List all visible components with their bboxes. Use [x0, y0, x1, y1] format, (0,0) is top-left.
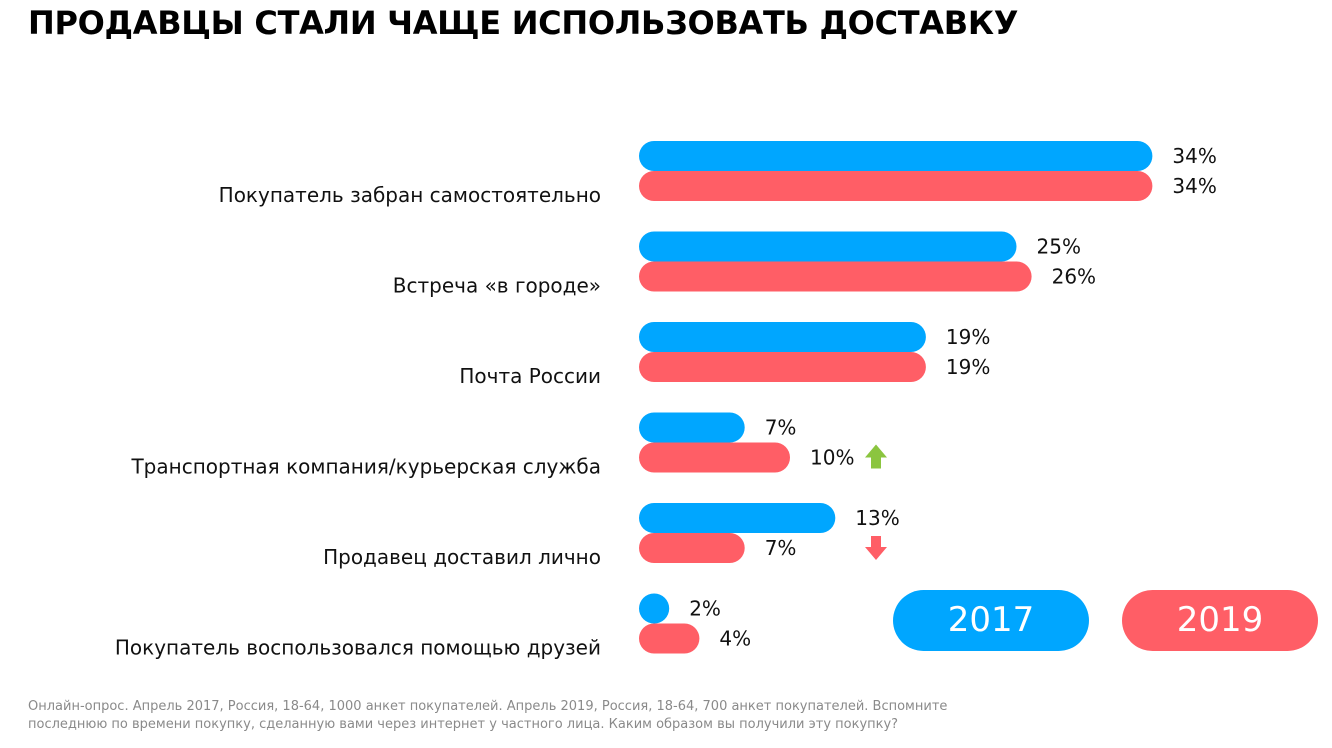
bar-2017: [639, 322, 926, 352]
data-label-2017: 7%: [765, 416, 797, 440]
category-label: Продавец доставил лично: [323, 545, 601, 569]
arrow-down-icon: [865, 536, 887, 560]
bar-2019: [639, 533, 745, 563]
data-label-2019: 34%: [1172, 174, 1216, 198]
data-label-2017: 2%: [689, 597, 721, 621]
data-label-2019: 4%: [719, 627, 751, 651]
data-label-2017: 25%: [1037, 235, 1081, 259]
bar-chart: Покупатель забран самостоятельно 34% 34% Вс…: [115, 141, 1217, 660]
category-label: Транспортная компания/курьерская служба: [130, 455, 601, 479]
chart-title: ПРОДАВЦЫ СТАЛИ ЧАЩЕ ИСПОЛЬЗОВАТЬ ДОСТАВК…: [28, 4, 1019, 42]
bar-2019: [639, 171, 1153, 201]
category-label: Покупатель забран самостоятельно: [219, 183, 601, 207]
bar-2017: [639, 412, 745, 443]
legend-2019: 2019: [1122, 590, 1318, 651]
data-label-2017: 34%: [1172, 144, 1216, 168]
bar-2019: [639, 442, 790, 473]
bar-2017: [639, 141, 1153, 171]
category-label: Покупатель воспользовался помощью друзей: [115, 636, 601, 660]
data-label-2017: 13%: [855, 506, 899, 530]
data-label-2019: 10%: [810, 446, 854, 470]
data-label-2019: 19%: [946, 355, 990, 379]
legend-2017: 2017: [893, 590, 1089, 651]
bar-2019: [639, 352, 926, 382]
bar-2017: [639, 231, 1017, 262]
bar-2017: [639, 503, 836, 533]
data-label-2017: 19%: [946, 325, 990, 349]
category-label: Встреча «в городе»: [393, 274, 601, 298]
bar-2019: [639, 261, 1032, 292]
arrow-up-icon: [865, 444, 887, 469]
data-label-2019: 7%: [765, 536, 797, 560]
footnote: Онлайн-опрос. Апрель 2017, Россия, 18-64…: [28, 699, 948, 732]
data-label-2019: 26%: [1052, 265, 1096, 289]
category-label: Почта России: [459, 364, 601, 388]
bar-2019: [639, 623, 700, 654]
bar-2017: [639, 593, 670, 624]
